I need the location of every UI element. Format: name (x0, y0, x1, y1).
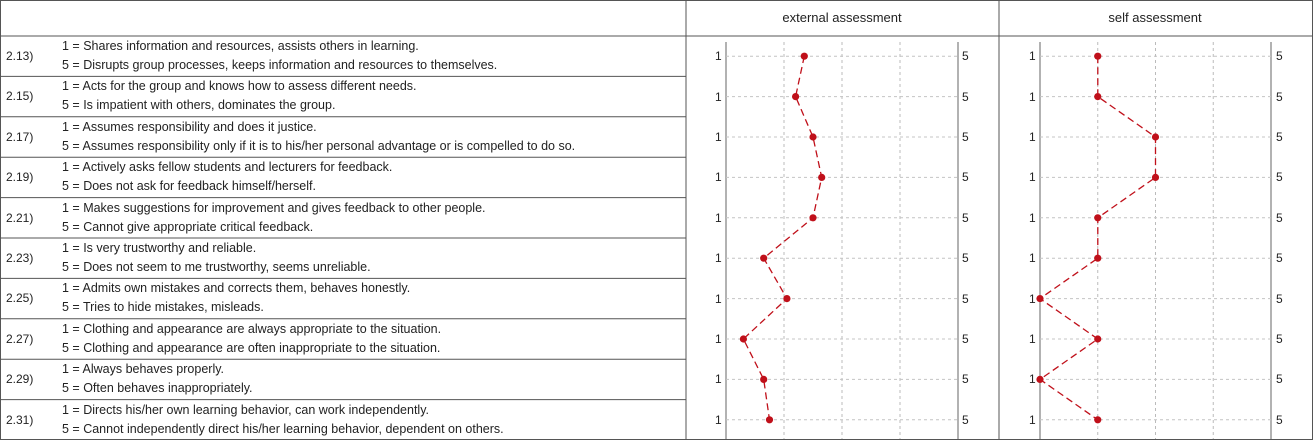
scale-max-label: 5 (1276, 130, 1283, 144)
scale-min-label: 1 (1029, 49, 1036, 64)
scale-min-label: 1 (715, 130, 722, 144)
scale-max-label: 5 (962, 170, 969, 185)
criterion-scale-1-text: 1 = Admits own mistakes and corrects the… (62, 281, 411, 296)
data-point (1151, 173, 1160, 181)
criterion-id: 2.23) (6, 251, 34, 265)
scale-max-label: 5 (1276, 372, 1283, 387)
data-point (760, 254, 768, 262)
criterion-id: 2.19) (6, 170, 34, 185)
criterion-scale-5-text: 5 = Is impatient with others, dominates … (62, 98, 336, 113)
scale-max-label: 5 (1276, 291, 1283, 306)
scale-min-label: 1 (1029, 89, 1036, 104)
scale-min-label: 1 (715, 291, 722, 306)
criterion-scale-1-text: 1 = Always behaves properly. (62, 362, 225, 377)
criterion-scale-1-text: 1 = Is very trustworthy and reliable. (62, 241, 257, 255)
scale-max-label: 5 (962, 291, 969, 306)
scale-min-label: 1 (715, 210, 722, 225)
scale-max-label: 5 (962, 251, 969, 266)
external-assessment-header: external assessment (782, 10, 902, 25)
criterion-scale-1-text: 1 = Shares information and resources, as… (62, 39, 419, 53)
scale-min-label: 1 (715, 412, 722, 427)
data-point (1094, 335, 1102, 343)
scale-min-label: 1 (1029, 412, 1036, 427)
data-point (809, 214, 817, 222)
criterion-id: 2.17) (6, 129, 34, 144)
data-point (783, 295, 791, 303)
scale-min-label: 1 (1029, 130, 1036, 144)
scale-max-label: 5 (1276, 332, 1283, 346)
criterion-scale-5-text: 5 = Does not ask for feedback himself/he… (62, 179, 316, 194)
data-point (1036, 375, 1044, 383)
criterion-id: 2.25) (6, 291, 34, 306)
data-point (739, 335, 748, 343)
data-point (1094, 52, 1102, 60)
scale-min-label: 1 (715, 372, 722, 387)
data-point (1094, 214, 1102, 222)
scale-max-label: 5 (962, 49, 969, 64)
criterion-scale-5-text: 5 = Disrupts group processes, keeps info… (62, 58, 498, 72)
data-point (1094, 254, 1102, 262)
criterion-id: 2.29) (6, 372, 34, 387)
scale-min-label: 1 (1029, 251, 1036, 266)
data-point (1094, 416, 1102, 424)
scale-max-label: 5 (962, 210, 969, 225)
scale-min-label: 1 (715, 251, 722, 266)
scale-max-label: 5 (1276, 49, 1283, 64)
criterion-scale-1-text: 1 = Actively asks fellow students and le… (62, 160, 393, 175)
data-point (1036, 295, 1044, 303)
criterion-scale-1-text: 1 = Assumes responsibility and does it j… (62, 119, 317, 134)
criterion-scale-5-text: 5 = Does not seem to me trustworthy, see… (62, 260, 371, 274)
criterion-id: 2.15) (6, 89, 34, 104)
scale-max-label: 5 (962, 130, 969, 144)
criterion-id: 2.31) (6, 412, 34, 427)
self-assessment-header: self assessment (1108, 10, 1202, 25)
data-point (792, 93, 800, 101)
data-point (809, 133, 817, 141)
criterion-scale-5-text: 5 = Cannot independently direct his/her … (62, 421, 504, 436)
criterion-scale-1-text: 1 = Makes suggestions for improvement an… (62, 200, 486, 215)
scale-max-label: 5 (1276, 412, 1283, 427)
scale-max-label: 5 (962, 332, 969, 346)
criterion-scale-5-text: 5 = Cannot give appropriate critical fee… (62, 219, 314, 234)
criterion-id: 2.21) (6, 210, 34, 225)
scale-max-label: 5 (1276, 170, 1283, 185)
scale-max-label: 5 (962, 89, 969, 104)
criterion-scale-1-text: 1 = Directs his/her own learning behavio… (62, 402, 429, 417)
criterion-id: 2.27) (6, 331, 34, 346)
scale-min-label: 1 (715, 89, 722, 104)
criterion-scale-5-text: 5 = Clothing and appearance are often in… (62, 340, 441, 355)
criterion-scale-5-text: 5 = Assumes responsibility only if it is… (62, 138, 576, 153)
data-point (765, 416, 774, 424)
criterion-scale-5-text: 5 = Often behaves inappropriately. (62, 381, 253, 396)
criterion-scale-1-text: 1 = Acts for the group and knows how to … (62, 79, 417, 94)
scale-min-label: 1 (715, 49, 722, 64)
scale-max-label: 5 (1276, 251, 1283, 266)
data-point (1151, 133, 1160, 141)
scale-min-label: 1 (1029, 372, 1036, 387)
data-point (800, 52, 808, 60)
scale-min-label: 1 (1029, 170, 1036, 185)
scale-min-label: 1 (715, 170, 722, 185)
data-point (1094, 93, 1102, 101)
data-point (760, 375, 768, 383)
scale-max-label: 5 (1276, 210, 1283, 225)
series-line-external (742, 56, 823, 420)
data-point (818, 173, 826, 181)
scale-max-label: 5 (1276, 89, 1283, 104)
scale-min-label: 1 (1029, 210, 1036, 225)
scale-min-label: 1 (1029, 332, 1036, 346)
scale-max-label: 5 (962, 412, 969, 427)
criterion-scale-1-text: 1 = Clothing and appearance are always a… (62, 321, 442, 336)
scale-min-label: 1 (1029, 291, 1036, 306)
criterion-scale-5-text: 5 = Tries to hide mistakes, misleads. (62, 300, 264, 315)
scale-max-label: 5 (962, 372, 969, 387)
criterion-id: 2.13) (6, 49, 34, 63)
scale-min-label: 1 (715, 332, 722, 346)
